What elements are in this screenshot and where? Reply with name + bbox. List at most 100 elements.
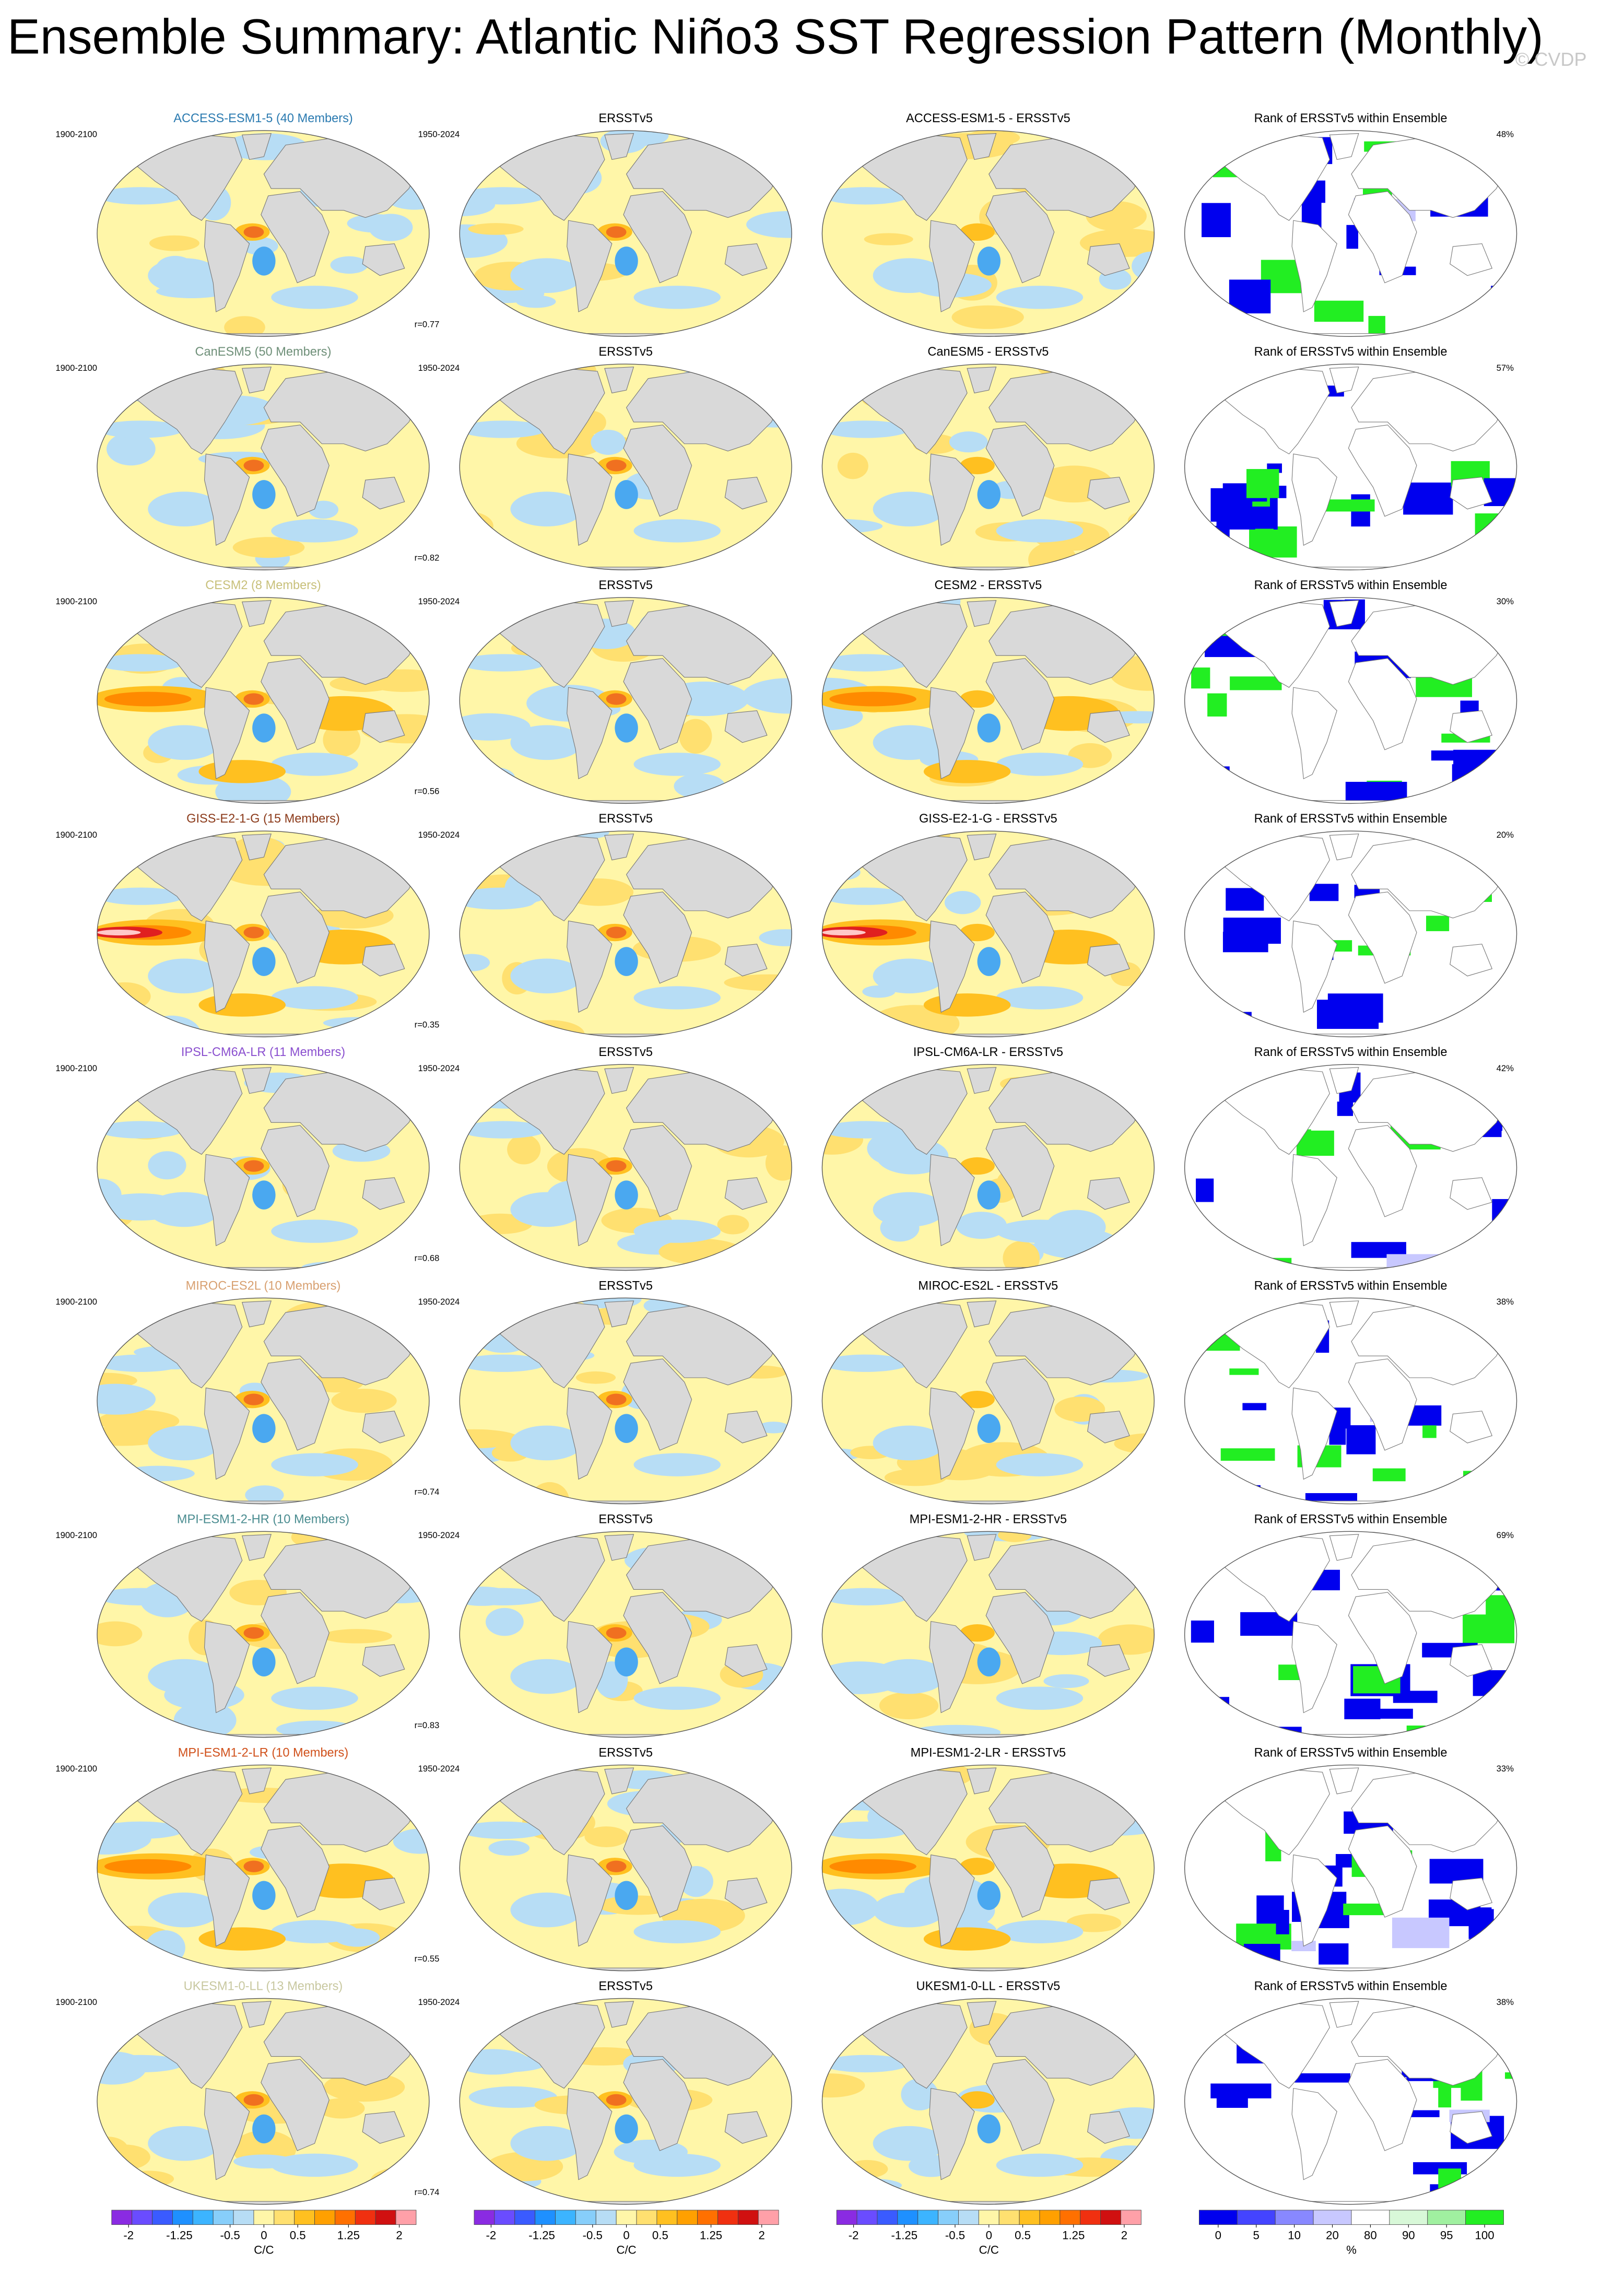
rank-patch	[1475, 513, 1517, 548]
sst-anomaly	[148, 1151, 186, 1180]
sst-anomaly	[105, 370, 155, 394]
rank-patch	[1243, 1944, 1280, 1963]
sst-anomaly	[98, 1410, 180, 1432]
sst-anomaly	[97, 1354, 184, 1372]
colorbar-tick-label: 95	[1440, 2229, 1453, 2242]
rank-patch	[1188, 1460, 1210, 1470]
watermark: © CVDP	[1515, 49, 1587, 70]
map-panel	[1184, 1064, 1517, 1271]
sst-anomaly	[606, 226, 627, 238]
sst-anomaly	[148, 1892, 221, 1928]
correlation-label: r=0.68	[415, 1253, 440, 1263]
map-field	[1184, 831, 1517, 1037]
sst-anomaly	[873, 1192, 946, 1227]
rank-patch	[1208, 1697, 1230, 1729]
correlation-label: r=0.83	[415, 1720, 440, 1730]
colorbar-box	[1121, 2210, 1141, 2225]
rank-patch	[1314, 300, 1364, 322]
sst-anomaly	[1127, 510, 1155, 531]
map-panel	[97, 830, 430, 1038]
colorbar-tick-label: 0	[623, 2229, 629, 2242]
sst-anomaly	[606, 1160, 627, 1172]
sst-anomaly	[252, 1180, 276, 1210]
sst-anomaly	[822, 1888, 879, 1926]
sst-anomaly	[460, 1933, 507, 1951]
colorbar-tick-label: 2	[396, 2229, 402, 2242]
rank-patch	[1508, 381, 1517, 389]
colorbar-box	[294, 2210, 315, 2225]
sst-anomaly	[97, 887, 184, 905]
rank-patch	[1191, 667, 1210, 689]
map-outline	[1184, 1297, 1517, 1505]
sst-anomaly	[97, 654, 184, 672]
panel-title: CanESM5 (50 Members)	[195, 345, 332, 359]
rank-patch	[1463, 1614, 1515, 1644]
rank-patch	[1300, 1130, 1334, 1156]
sst-anomaly	[873, 958, 946, 994]
period-label: 1950-2024	[418, 596, 460, 606]
panel-title: Rank of ERSSTv5 within Ensemble	[1254, 1512, 1448, 1526]
rank-percent: 20%	[1497, 830, 1514, 840]
sst-anomaly	[173, 1702, 237, 1738]
map-outline	[1184, 130, 1517, 337]
sst-anomaly	[949, 431, 988, 453]
colorbar-tick-label: 0	[986, 2229, 992, 2242]
map-field	[1184, 1765, 1517, 1971]
colorbar-box	[697, 2210, 718, 2225]
rank-patch	[1393, 1691, 1438, 1703]
colorbar-tick-label: 90	[1402, 2229, 1415, 2242]
sst-anomaly	[99, 982, 151, 1011]
map-outline	[97, 363, 430, 571]
sst-anomaly	[960, 223, 995, 241]
sst-anomaly	[956, 1212, 1007, 1239]
sst-anomaly	[584, 1826, 628, 1848]
map-field	[97, 1064, 429, 1271]
sst-anomaly	[460, 420, 547, 438]
rank-patch	[1490, 1791, 1517, 1818]
sst-anomaly	[873, 258, 946, 293]
period-label: 1900-2100	[55, 1764, 97, 1774]
sst-anomaly	[472, 767, 515, 788]
sst-anomaly	[542, 564, 573, 570]
panel-title: MPI-ESM1-2-LR - ERSSTv5	[911, 1746, 1066, 1759]
sst-anomaly	[97, 1121, 184, 1139]
sst-anomaly	[996, 519, 1084, 543]
sst-anomaly	[615, 1881, 638, 1910]
colorbar-box	[575, 2210, 596, 2225]
rank-patch	[1316, 1000, 1379, 1029]
period-label: 1950-2024	[418, 1297, 460, 1307]
sst-anomaly	[823, 1717, 895, 1738]
panel-title: ERSSTv5	[598, 1279, 653, 1293]
sst-anomaly	[198, 760, 286, 783]
sst-anomaly	[996, 1453, 1084, 1476]
sst-anomaly	[123, 2171, 174, 2187]
rank-patch	[1486, 1595, 1517, 1615]
colorbar-box	[1060, 2210, 1081, 2225]
rank-patch	[1309, 884, 1339, 901]
sst-anomaly	[633, 1453, 721, 1476]
sst-anomaly	[510, 958, 583, 994]
colorbar-box	[1313, 2210, 1352, 2225]
rank-patch	[1492, 1199, 1517, 1234]
panel-title: MPI-ESM1-2-HR (10 Members)	[177, 1512, 349, 1526]
sst-anomaly	[846, 2160, 888, 2178]
colorbar-box	[555, 2210, 576, 2225]
sst-anomaly	[606, 926, 627, 938]
sst-anomaly	[271, 519, 358, 543]
sst-anomaly	[633, 1686, 721, 1710]
map-panel	[459, 1764, 792, 1972]
sst-anomaly	[822, 654, 910, 672]
figure-title: Ensemble Summary: Atlantic Niño3 SST Reg…	[7, 10, 1544, 65]
sst-anomaly	[873, 725, 946, 760]
map-outline	[1184, 1064, 1517, 1271]
rank-percent: 69%	[1497, 1530, 1514, 1540]
sst-anomaly	[615, 1647, 638, 1677]
map-panel	[821, 1764, 1155, 1972]
sst-anomaly	[323, 723, 361, 757]
sst-anomaly	[977, 2114, 1001, 2144]
period-label: 1900-2100	[55, 1297, 97, 1307]
map-field	[822, 130, 1155, 337]
sst-anomaly	[615, 947, 638, 976]
sst-anomaly	[923, 760, 1011, 783]
period-label: 1900-2100	[55, 1530, 97, 1540]
